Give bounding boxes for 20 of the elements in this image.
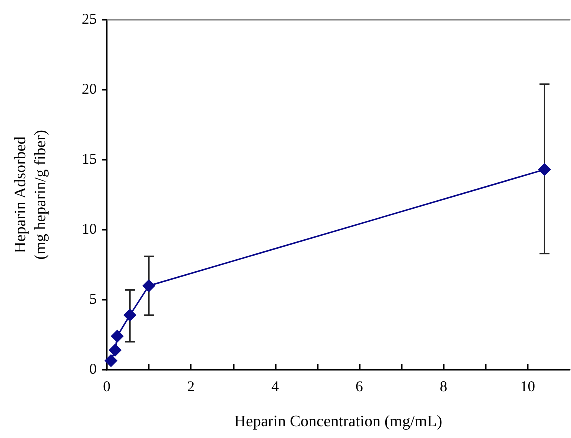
point (111, 330, 124, 343)
x-tick-label: 0 (103, 380, 111, 396)
y-tick-label: 5 (90, 292, 97, 308)
y-tick-label: 20 (82, 82, 97, 98)
y-tick-label: 10 (82, 222, 97, 238)
y-axis-title: Heparin Adsorbed (mg heparin/g fiber) (12, 130, 50, 260)
x-tick-label: 2 (187, 380, 195, 396)
x-tick-label: 8 (440, 380, 448, 396)
point (108, 344, 122, 357)
y-tick-label: 25 (82, 12, 97, 28)
x-tick-label: 10 (520, 380, 536, 396)
point (104, 354, 118, 368)
x-axis-title: Heparin Concentration (mg/mL) (234, 414, 442, 430)
point (142, 280, 156, 292)
point (538, 163, 552, 176)
point (124, 308, 137, 322)
x-tick-label: 4 (272, 380, 280, 396)
y-tick-label: 0 (90, 362, 97, 378)
x-tick-label: 6 (356, 380, 364, 396)
y-tick-label: 15 (82, 152, 97, 168)
